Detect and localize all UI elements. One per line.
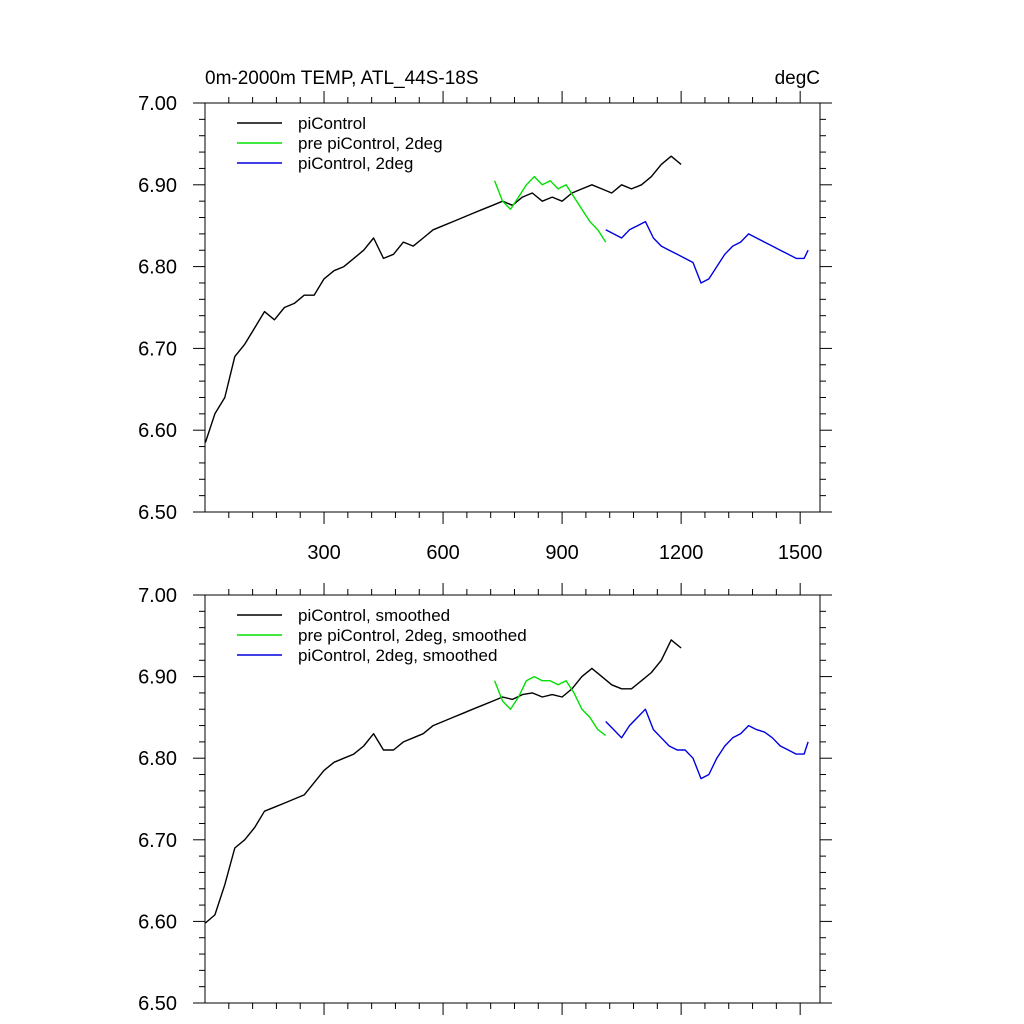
x-tick-label: 900 [545, 542, 578, 564]
y-tick-label: 6.80 [138, 257, 177, 279]
y-tick-label: 6.70 [138, 338, 177, 360]
upper-panel: 0m-2000m TEMP, ATL_44S-18S degC 6.50 6.60 6.… [138, 68, 832, 564]
legend-label: piControl, smoothed [298, 606, 450, 625]
series-line-1 [493, 175, 607, 243]
y-tick-label: 7.00 [138, 93, 177, 115]
y-tick-label: 6.60 [138, 911, 177, 933]
series-line-2 [605, 220, 809, 284]
legend-label: piControl, 2deg [298, 154, 413, 173]
unit-label: degC [775, 68, 820, 89]
y-tick-label: 6.60 [138, 420, 177, 442]
y-tick-label: 6.70 [138, 830, 177, 852]
x-tick-label: 600 [426, 542, 459, 564]
series-line-0 [204, 639, 682, 924]
lower-panel: 6.50 6.60 6.70 6.80 6.90 7.00 piControl, smoot… [138, 583, 832, 1015]
x-tick-label: 1200 [659, 542, 704, 564]
y-tick-label: 6.50 [138, 502, 177, 524]
plot-frame [204, 102, 821, 513]
y-tick-label: 7.00 [138, 585, 177, 607]
y-tick-label: 6.90 [138, 667, 177, 689]
legend-label: piControl [298, 114, 366, 133]
legend-label: piControl, 2deg, smoothed [298, 646, 497, 665]
legend-label: pre piControl, 2deg, smoothed [298, 626, 527, 645]
y-tick-label: 6.50 [138, 993, 177, 1015]
legend-label: pre piControl, 2deg [298, 134, 443, 153]
plot-frame [204, 594, 821, 1004]
y-tick-label: 6.80 [138, 748, 177, 770]
chart-title: 0m-2000m TEMP, ATL_44S-18S [205, 68, 479, 89]
x-tick-label: 300 [307, 542, 340, 564]
y-tick-label: 6.90 [138, 175, 177, 197]
series-line-0 [204, 155, 682, 443]
series-line-2 [605, 708, 809, 780]
series-line-1 [493, 675, 607, 736]
x-tick-label: 1500 [778, 542, 823, 564]
